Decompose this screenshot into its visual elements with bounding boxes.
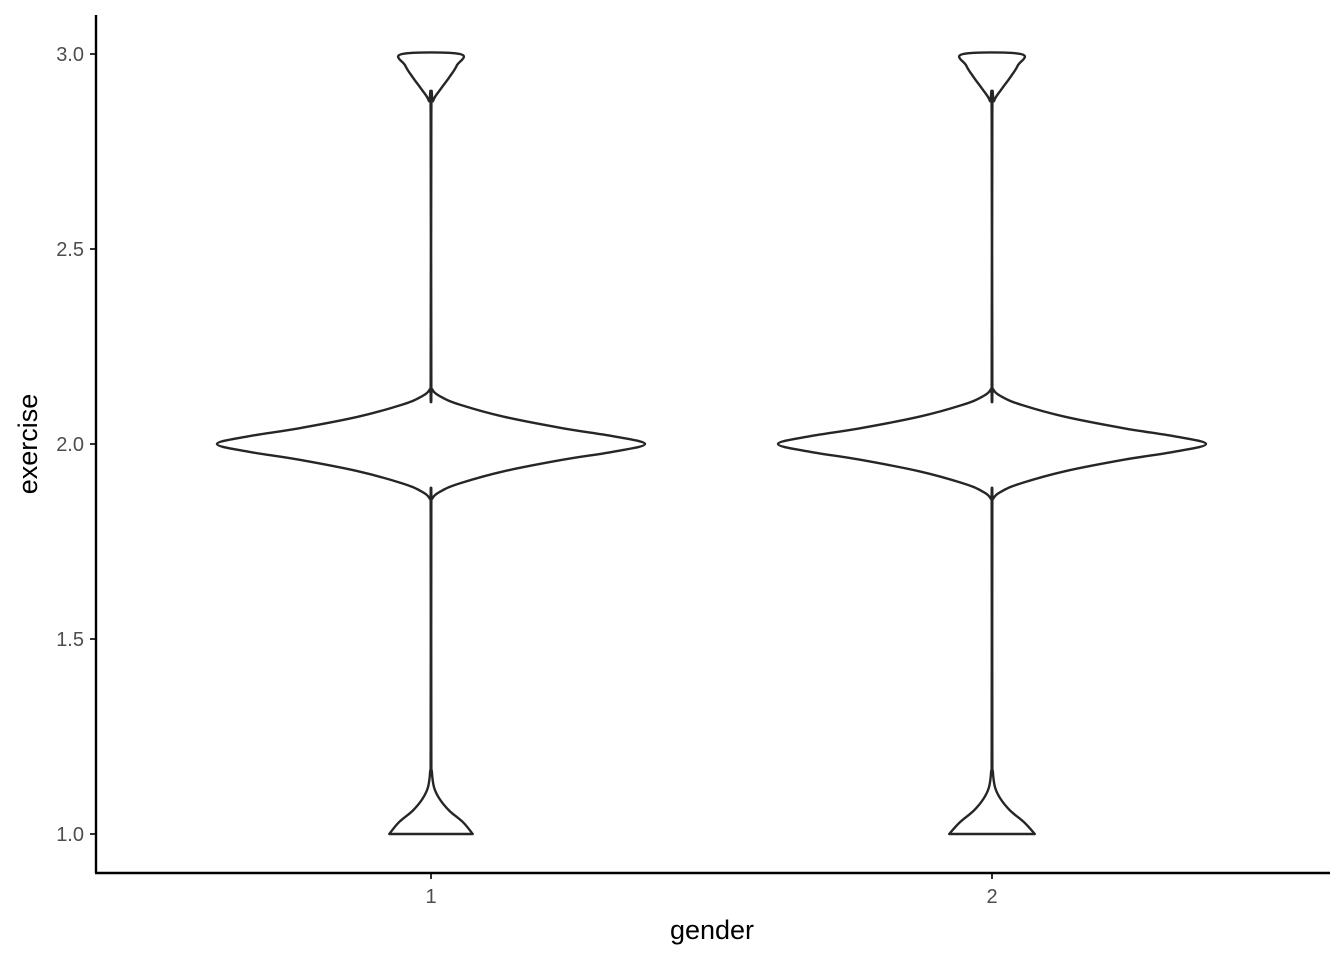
y-tick-label: 3.0 xyxy=(56,44,84,66)
violin-layer xyxy=(215,51,1208,836)
x-tick-label: 1 xyxy=(425,886,436,908)
x-axis-title: gender xyxy=(670,915,754,945)
y-tick-label: 2.5 xyxy=(56,239,84,261)
y-axis-title: exercise xyxy=(13,394,43,495)
violin-gender-2 xyxy=(776,51,1208,836)
y-axis-ticks: 1.0 1.5 2.0 2.5 3.0 xyxy=(56,44,96,846)
violin-gender-1 xyxy=(215,51,647,836)
x-tick-label: 2 xyxy=(986,886,997,908)
y-tick-label: 2.0 xyxy=(56,434,84,456)
y-tick-label: 1.0 xyxy=(56,824,84,846)
y-tick-label: 1.5 xyxy=(56,629,84,651)
